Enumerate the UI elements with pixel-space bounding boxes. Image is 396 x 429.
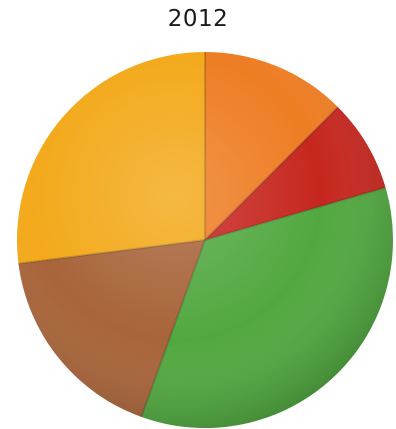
chart-title: 2012: [167, 6, 229, 32]
pie-shading: [17, 52, 393, 428]
slice-dividers: [17, 52, 393, 428]
